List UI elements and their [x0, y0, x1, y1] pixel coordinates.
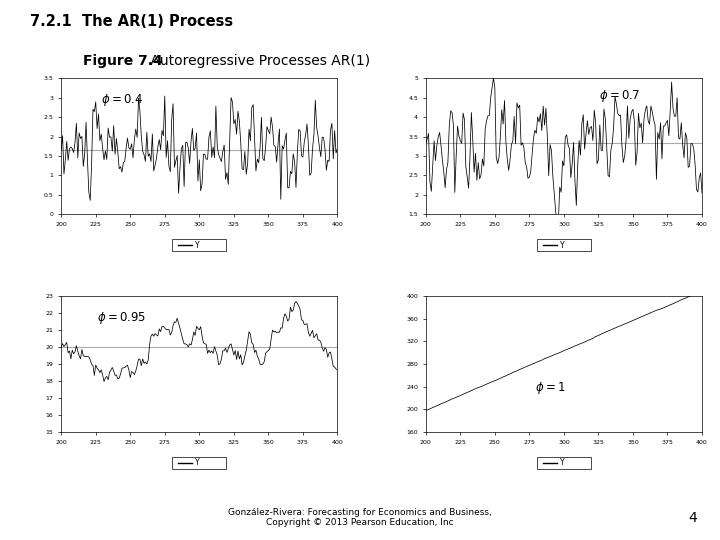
Text: $\phi = 0.4$: $\phi = 0.4$ — [101, 92, 143, 108]
Text: Y: Y — [560, 458, 564, 467]
Text: $\phi = 1$: $\phi = 1$ — [535, 380, 565, 396]
Text: 7.2.1  The AR(1) Process: 7.2.1 The AR(1) Process — [30, 14, 233, 29]
Text: Figure 7.4: Figure 7.4 — [83, 54, 163, 68]
Text: Y: Y — [560, 241, 564, 249]
Text: $\phi = 0.95$: $\phi = 0.95$ — [97, 309, 147, 326]
Text: Autoregressive Processes AR(1): Autoregressive Processes AR(1) — [146, 54, 370, 68]
Text: 4: 4 — [688, 511, 697, 525]
Text: Y: Y — [195, 241, 200, 249]
Text: $\phi = 0.7$: $\phi = 0.7$ — [598, 88, 639, 104]
Text: Y: Y — [195, 458, 200, 467]
Text: González-Rivera: Forecasting for Economics and Business,
Copyright © 2013 Pearso: González-Rivera: Forecasting for Economi… — [228, 508, 492, 527]
